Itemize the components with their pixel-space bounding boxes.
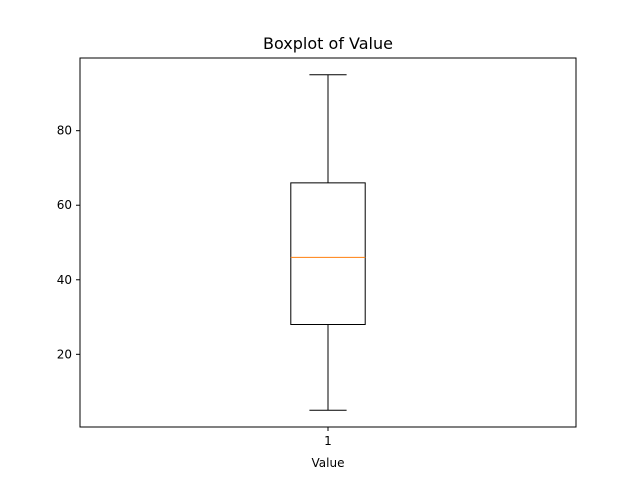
y-tick-label: 80 xyxy=(57,124,72,138)
y-tick-label: 20 xyxy=(57,347,72,361)
y-axis: 20 40 60 80 xyxy=(57,124,80,361)
x-tick-label: 1 xyxy=(324,434,332,448)
x-axis: 1 xyxy=(324,427,332,448)
chart-title: Boxplot of Value xyxy=(263,34,393,53)
y-tick-label: 60 xyxy=(57,198,72,212)
box-group xyxy=(290,74,366,411)
iqr-box xyxy=(290,182,366,325)
y-tick-label: 40 xyxy=(57,273,72,287)
x-axis-label: Value xyxy=(312,456,345,470)
boxes-layer xyxy=(290,74,366,411)
